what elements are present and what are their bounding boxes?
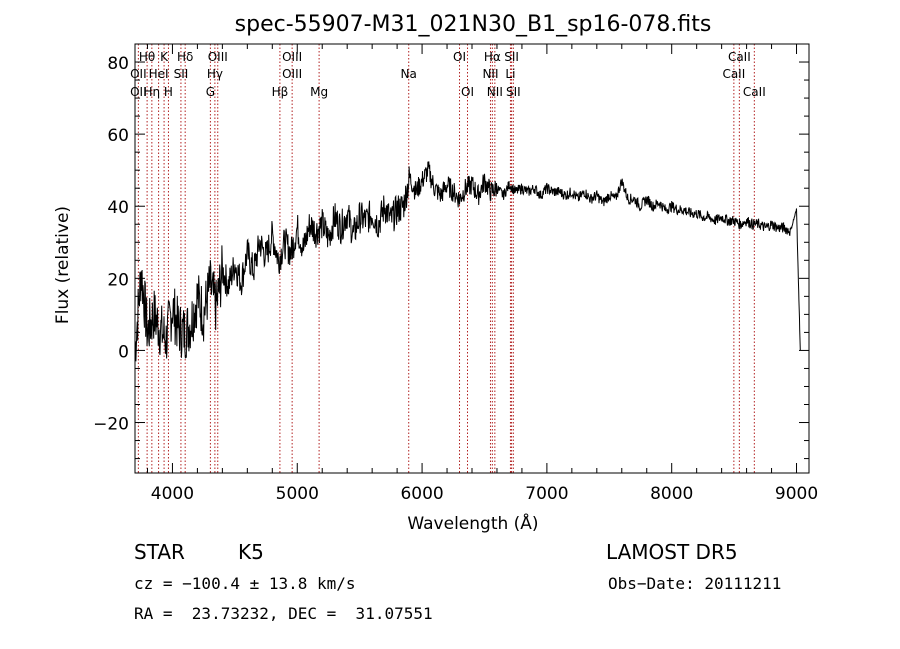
chart-title: spec-55907-M31_021N30_B1_sp16-078.fits [235,12,712,37]
x-axis-label: Wavelength (Å) [407,512,538,534]
spectral-line-label: Hβ [272,85,289,99]
spectral-line-label: SII [504,50,519,64]
spectral-line-label: NII [482,67,498,81]
spectral-line-label: CaII [722,67,745,81]
x-tick-label: 9000 [775,484,818,504]
spectral-line-label: Hα [484,50,501,64]
spectral-line-label: Hη [144,85,161,99]
x-tick-label: 7000 [525,484,568,504]
spectral-line-label: Hδ [177,50,193,64]
spectral-line-label: Na [401,67,417,81]
x-tick-label: 4000 [151,484,194,504]
plot-frame [134,43,810,474]
spectral-line-label: H [164,85,173,99]
survey-label: LAMOST DR5 [606,540,738,564]
obs-date: Obs−Date: 20111211 [608,574,782,593]
y-tick-label: 20 [107,270,129,290]
x-tick-label: 6000 [400,484,443,504]
spectral-line-label: Hθ [139,50,155,64]
spectrum-series [134,161,801,362]
spectral-line-label: OII [130,67,147,81]
spectral-line-label: OIII [282,50,302,64]
spectral-line-label: OI [461,85,474,99]
spectral-line-label: Li [505,67,515,81]
spectral-line-label: NII [487,85,503,99]
object-subclass: K5 [238,540,264,564]
x-tick-label: 8000 [650,484,693,504]
spectral-line-label: CaII [728,50,751,64]
spectral-line-label: K [160,50,169,64]
spectral-line-label: OII [130,85,147,99]
y-tick-label: 0 [118,342,129,362]
axis-ticks: 4000 5000 6000 7000 8000 9000 −20 0 20 40 60 80 [93,44,818,504]
spectral-line-label: Hγ [207,67,223,81]
y-tick-label: 40 [107,198,129,218]
spectral-line-label: Mg [310,85,328,99]
redshift-velocity: cz = −100.4 ± 13.8 km/s [134,574,356,593]
spectral-line-label: G [206,85,215,99]
y-axis-label: Flux (relative) [53,206,73,324]
spectral-line-label: SII [506,85,521,99]
spectral-line-label: OI [453,50,466,64]
ra-dec: RA = 23.73232, DEC = 31.07551 [134,604,433,623]
spectrum-line [134,161,801,362]
y-tick-label: 80 [107,54,129,74]
spectral-line-label: OIII [282,67,302,81]
y-tick-label: −20 [93,415,129,435]
y-tick-label: 60 [107,126,129,146]
x-tick-label: 5000 [276,484,319,504]
spectral-line-label: HeI [149,67,169,81]
spectral-line-label: OIII [208,50,228,64]
object-class: STAR [134,540,185,564]
line-markers [137,44,755,473]
spectral-line-label: SII [174,67,189,81]
spectral-line-label: CaII [743,85,766,99]
